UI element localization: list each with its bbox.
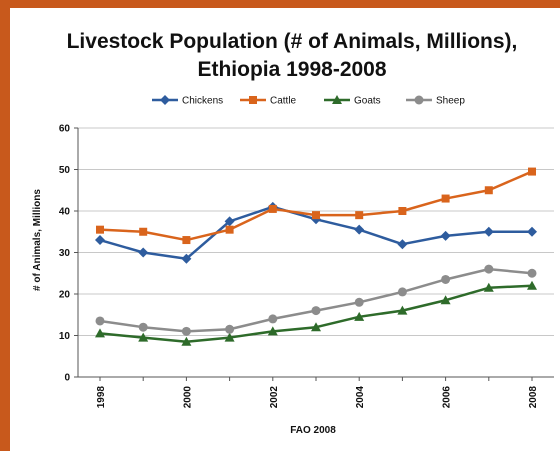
series-sheep (95, 264, 537, 336)
legend-marker-sheep (414, 95, 424, 105)
series-cattle (96, 167, 536, 245)
data-point-sheep (138, 322, 148, 332)
series-line-sheep (99, 267, 533, 333)
data-point-sheep (441, 274, 451, 284)
legend-marker-goats (332, 95, 342, 104)
legend-item-sheep: Sheep (406, 95, 465, 107)
x-tick-label: 1998 (96, 386, 107, 409)
data-point-chickens (224, 216, 235, 227)
x-axis-label: FAO 2008 (290, 425, 336, 436)
legend-item-goats: Goats (324, 95, 381, 107)
data-point-sheep (397, 287, 407, 297)
x-tick-label: 2004 (355, 386, 366, 409)
data-point-sheep (484, 264, 494, 274)
data-point-sheep (95, 316, 105, 326)
series-line-cattle (99, 170, 533, 242)
data-point-cattle (355, 211, 364, 220)
data-point-goats (440, 295, 451, 305)
data-point-sheep (527, 268, 537, 278)
legend-marker-chickens (160, 95, 170, 105)
legend-label-chickens: Chickens (182, 96, 223, 107)
series-goats (95, 280, 537, 346)
data-point-cattle (225, 225, 234, 234)
data-point-sheep (311, 306, 321, 316)
data-point-goats (527, 280, 537, 290)
data-point-goats (138, 332, 149, 342)
data-point-chickens (354, 224, 365, 235)
data-point-cattle (441, 194, 450, 203)
x-tick-label: 2002 (269, 386, 280, 409)
legend-item-cattle: Cattle (240, 96, 297, 107)
data-point-goats (354, 311, 365, 321)
data-point-goats (267, 326, 278, 336)
legend-item-chickens: Chickens (152, 95, 223, 107)
chart-title-line-2: Ethiopia 1998-2008 (197, 58, 386, 81)
data-point-goats (483, 282, 494, 292)
x-tick-label: 2006 (442, 386, 453, 409)
gridlines (78, 127, 554, 336)
data-point-chickens (483, 226, 494, 237)
data-point-sheep (354, 297, 364, 307)
y-tick-label: 10 (59, 331, 71, 342)
data-point-cattle (398, 207, 407, 215)
data-point-cattle (182, 236, 191, 245)
data-point-goats (95, 328, 105, 338)
y-tick-label: 0 (64, 373, 70, 384)
legend-label-cattle: Cattle (270, 96, 297, 107)
data-point-cattle (268, 204, 277, 213)
data-point-cattle (139, 227, 148, 236)
data-point-cattle (484, 186, 493, 195)
data-point-goats (181, 336, 192, 346)
chart-legend: Chickens Cattle Goats Sheep (152, 95, 465, 107)
data-point-goats (311, 322, 321, 332)
data-point-cattle (312, 211, 320, 220)
data-point-chickens (138, 247, 149, 258)
y-tick-label: 20 (59, 290, 71, 301)
data-point-sheep (181, 326, 191, 336)
series-layer (95, 167, 537, 346)
legend-label-goats: Goats (354, 96, 381, 107)
legend-marker-cattle (249, 96, 257, 104)
x-tick-label: 2000 (182, 386, 193, 409)
data-point-sheep (268, 314, 278, 324)
data-point-cattle (96, 225, 104, 234)
x-tick-label: 2008 (528, 386, 539, 409)
data-point-cattle (528, 167, 536, 176)
chart-title-line-1: Livestock Population (# of Animals, Mill… (67, 30, 518, 53)
y-tick-label: 60 (59, 124, 71, 135)
y-tick-label: 30 (59, 248, 71, 259)
legend-label-sheep: Sheep (436, 96, 465, 107)
axes: 0 10 20 30 40 50 60 1998 2000 2002 2004 2006 2008 (59, 124, 554, 409)
data-point-chickens (440, 230, 451, 241)
data-point-chickens (397, 239, 408, 250)
y-axis-label: # of Animals, Millions (32, 189, 43, 291)
data-point-goats (224, 332, 235, 342)
data-point-chickens (95, 235, 105, 246)
data-point-chickens (527, 226, 537, 237)
data-point-chickens (181, 253, 192, 264)
y-tick-label: 40 (59, 207, 71, 218)
data-point-sheep (225, 324, 235, 334)
data-point-goats (397, 305, 408, 315)
y-tick-label: 50 (59, 165, 71, 176)
